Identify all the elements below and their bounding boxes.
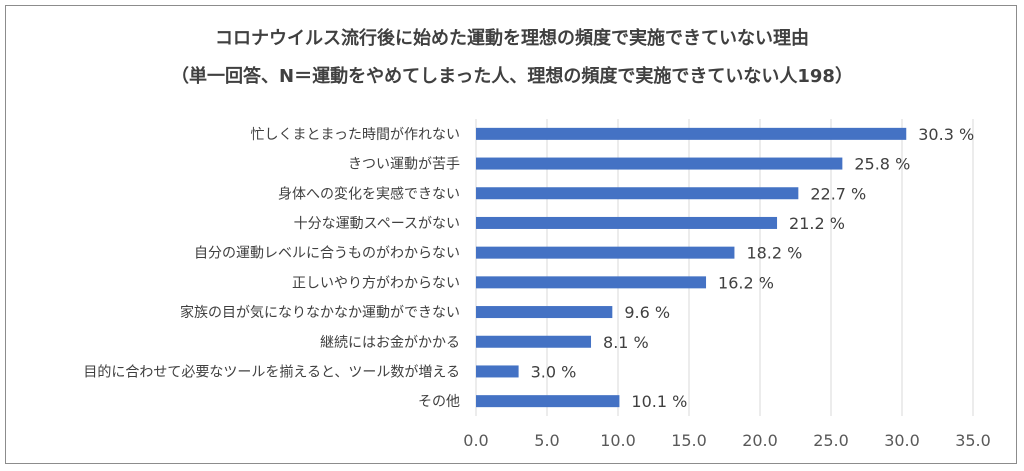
category-label: 自分の運動レベルに合うものがわからない bbox=[194, 246, 460, 262]
data-label: 10.1 % bbox=[631, 392, 687, 411]
bar bbox=[476, 335, 592, 348]
bar bbox=[476, 187, 799, 200]
category-label: きつい運動が苦手 bbox=[348, 157, 460, 173]
x-tick-label: 5.0 bbox=[534, 431, 559, 450]
bar bbox=[476, 395, 620, 408]
data-label: 25.8 % bbox=[854, 155, 910, 174]
bar bbox=[476, 365, 519, 378]
category-label: 十分な運動スペースがない bbox=[294, 216, 460, 232]
category-label: 身体への変化を実感できない bbox=[278, 185, 460, 202]
data-label: 30.3 % bbox=[918, 125, 974, 144]
data-label: 8.1 % bbox=[603, 333, 649, 352]
category-label: 継続にはお金がかかる bbox=[320, 334, 460, 351]
category-label: 正しいやり方がわからない bbox=[292, 275, 460, 291]
bar bbox=[476, 306, 613, 319]
category-label: 目的に合わせて必要なツールを揃えると、ツール数が増える bbox=[83, 364, 460, 380]
chart-title: コロナウイルス流行後に始めた運動を理想の頻度で実施できていない理由 bbox=[215, 28, 809, 49]
data-label: 18.2 % bbox=[746, 244, 802, 263]
bar bbox=[476, 127, 907, 140]
x-tick-label: 20.0 bbox=[742, 431, 778, 450]
chart-frame bbox=[5, 5, 1017, 464]
data-label: 3.0 % bbox=[531, 362, 577, 381]
x-tick-label: 15.0 bbox=[671, 431, 707, 450]
category-label: その他 bbox=[418, 394, 460, 410]
data-label: 22.7 % bbox=[810, 184, 866, 203]
data-label: 21.2 % bbox=[789, 214, 845, 233]
bar bbox=[476, 216, 778, 229]
x-tick-label: 25.0 bbox=[813, 431, 849, 450]
x-tick-label: 35.0 bbox=[955, 431, 991, 450]
category-label: 忙しくまとまった時間が作れない bbox=[251, 127, 460, 143]
x-tick-label: 30.0 bbox=[884, 431, 920, 450]
bar bbox=[476, 276, 707, 289]
bar bbox=[476, 246, 735, 259]
data-label: 16.2 % bbox=[718, 273, 774, 292]
category-label: 家族の目が気になりなかなか運動ができない bbox=[180, 304, 460, 321]
x-tick-label: 10.0 bbox=[600, 431, 636, 450]
data-label: 9.6 % bbox=[624, 303, 670, 322]
bar bbox=[476, 157, 843, 170]
chart-subtitle: （単一回答、N＝運動をやめてしまった人、理想の頻度で実施できていない人198） bbox=[171, 66, 853, 87]
x-tick-label: 0.0 bbox=[463, 431, 488, 450]
